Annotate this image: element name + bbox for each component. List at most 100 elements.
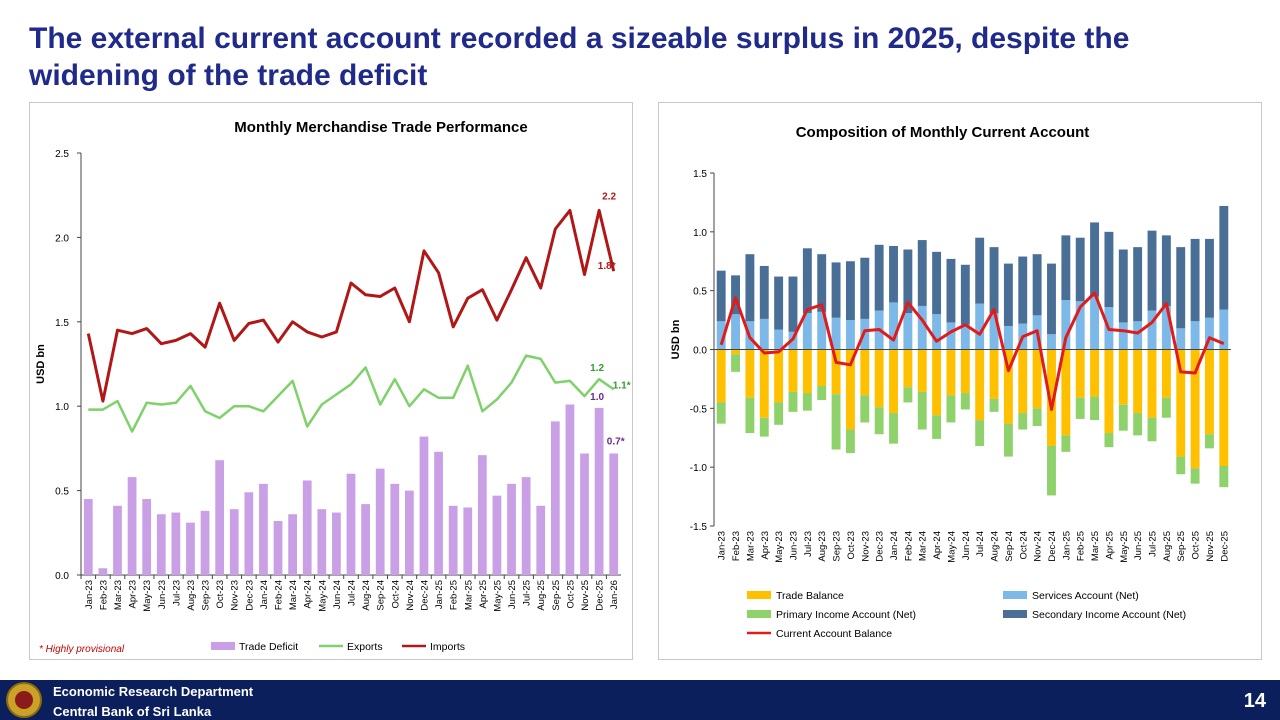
trade-balance-bar xyxy=(960,349,970,394)
primary-income-account-net-bar xyxy=(1190,468,1200,484)
secondary-income-account-net-bar xyxy=(1075,237,1085,302)
primary-income-account-net-bar xyxy=(1176,456,1186,475)
secondary-income-account-net-bar xyxy=(831,262,841,318)
chart1-data-label: 1.2 xyxy=(590,363,604,374)
chart1-data-label: 1.8* xyxy=(598,261,616,272)
chart2-x-tick-label: Feb-23 xyxy=(731,531,742,561)
primary-income-account-net-bar xyxy=(1090,396,1100,421)
trade-balance-bar xyxy=(1003,349,1013,424)
trade-deficit-bar xyxy=(273,520,283,575)
chart2-x-tick-label: Dec-25 xyxy=(1219,531,1230,562)
trade-deficit-bar xyxy=(361,504,370,575)
trade-balance-bar xyxy=(1219,349,1229,466)
trade-deficit-bar xyxy=(521,477,531,575)
trade-deficit-bar xyxy=(259,483,268,575)
chart2-x-tick-label: Jul-24 xyxy=(975,531,986,557)
chart2-x-tick-label: May-23 xyxy=(774,531,785,563)
trade-balance-bar xyxy=(932,349,942,416)
primary-income-account-net-bar xyxy=(1133,413,1143,436)
trade-balance-bar xyxy=(759,349,769,418)
trade-balance-bar xyxy=(874,349,884,408)
chart1-x-tick-label: Oct-23 xyxy=(215,580,226,609)
trade-deficit-bar xyxy=(405,490,414,575)
trade-deficit-bar xyxy=(550,421,560,575)
secondary-income-account-net-bar xyxy=(716,270,726,322)
chart1-x-tick-label: Apr-23 xyxy=(128,580,139,609)
chart2-x-tick-label: Mar-25 xyxy=(1090,531,1101,561)
chart1-x-tick-label: Oct-24 xyxy=(390,580,401,609)
legend-swatch-trade-balance xyxy=(747,591,771,599)
primary-income-account-net-bar xyxy=(845,429,855,454)
footer-department: Economic Research Department xyxy=(53,684,254,699)
trade-deficit-bar xyxy=(375,468,385,575)
current-account-balance-line xyxy=(719,291,1225,411)
services-account-net-bar xyxy=(1075,301,1085,350)
primary-income-account-net-bar xyxy=(874,407,884,435)
chart1-y-axis-label: USD bn xyxy=(35,344,47,384)
trade-deficit-bar xyxy=(156,514,166,575)
trade-deficit-bar xyxy=(332,512,341,575)
chart2-x-tick-label: Nov-24 xyxy=(1033,531,1044,562)
trade-deficit-bar xyxy=(142,499,152,575)
trade-deficit-bar xyxy=(302,480,312,575)
legend-label-trade-deficit: Trade Deficit xyxy=(239,641,298,653)
secondary-income-account-net-bar xyxy=(917,240,927,306)
trade-deficit-bar xyxy=(434,451,443,575)
chart2-x-tick-label: Jul-23 xyxy=(803,531,814,557)
trade-deficit-bar xyxy=(419,436,429,575)
primary-income-account-net-bar xyxy=(817,385,827,401)
trade-balance-bar xyxy=(802,349,812,394)
services-account-net-bar xyxy=(975,303,985,350)
services-account-net-bar xyxy=(1133,321,1143,350)
trade-balance-bar xyxy=(1176,349,1186,457)
primary-income-account-net-bar xyxy=(788,391,798,412)
chart1-x-tick-label: Sep-25 xyxy=(551,580,562,611)
trade-deficit-bar xyxy=(200,510,210,575)
chart2-y-tick-label: 1.0 xyxy=(693,228,707,239)
chart1-x-tick-label: Mar-25 xyxy=(463,580,474,610)
secondary-income-account-net-bar xyxy=(774,276,784,330)
trade-balance-bar xyxy=(1133,349,1143,414)
secondary-income-account-net-bar xyxy=(860,257,870,319)
chart1-x-tick-label: Apr-25 xyxy=(478,580,489,609)
trade-deficit-bar xyxy=(215,460,225,575)
chart2-x-tick-label: Aug-23 xyxy=(817,531,828,562)
chart1-data-label: 2.2 xyxy=(602,191,616,202)
chart1-x-tick-label: Oct-25 xyxy=(565,580,576,609)
central-bank-seal-icon xyxy=(6,682,42,718)
exports-line xyxy=(88,354,615,433)
trade-balance-bar xyxy=(745,349,755,398)
legend-label-trade-balance: Trade Balance xyxy=(776,590,844,602)
chart2-x-tick-label: Apr-23 xyxy=(760,531,771,560)
chart1-x-tick-label: Jul-23 xyxy=(171,580,182,606)
chart2-x-tick-label: Oct-24 xyxy=(1018,531,1029,560)
chart1-x-tick-label: Sep-23 xyxy=(201,580,212,611)
trade-balance-bar xyxy=(716,349,726,403)
secondary-income-account-net-bar xyxy=(1061,235,1071,301)
chart2-x-tick-label: Oct-23 xyxy=(846,531,857,560)
chart2-x-tick-label: Dec-23 xyxy=(875,531,886,562)
legend-swatch-primary-income-account-net xyxy=(747,610,771,618)
chart1-x-tick-label: Jan-24 xyxy=(259,580,270,609)
services-account-net-bar xyxy=(817,311,827,350)
trade-deficit-bar xyxy=(229,509,239,575)
chart1-y-tick-label: 0.5 xyxy=(55,487,69,498)
chart2-x-tick-label: Feb-24 xyxy=(903,531,914,561)
chart2-x-tick-label: Dec-24 xyxy=(1047,531,1058,562)
secondary-income-account-net-bar xyxy=(932,251,942,315)
chart2-x-tick-label: Sep-24 xyxy=(1004,531,1015,562)
chart1-x-tick-label: Dec-24 xyxy=(419,580,430,611)
trade-balance-bar xyxy=(774,349,784,403)
trade-balance-bar xyxy=(1205,349,1214,435)
chart2-x-tick-label: Sep-23 xyxy=(832,531,843,562)
secondary-income-account-net-bar xyxy=(1104,231,1114,308)
trade-deficit-bar xyxy=(98,568,108,575)
primary-income-account-net-bar xyxy=(889,413,898,444)
trade-balance-bar xyxy=(917,349,927,392)
primary-income-account-net-bar xyxy=(745,397,755,434)
trade-deficit-bar xyxy=(127,477,137,575)
secondary-income-account-net-bar xyxy=(731,275,740,315)
services-account-net-bar xyxy=(716,321,726,350)
trade-balance-bar xyxy=(1161,349,1171,398)
trade-balance-bar xyxy=(1032,349,1042,409)
